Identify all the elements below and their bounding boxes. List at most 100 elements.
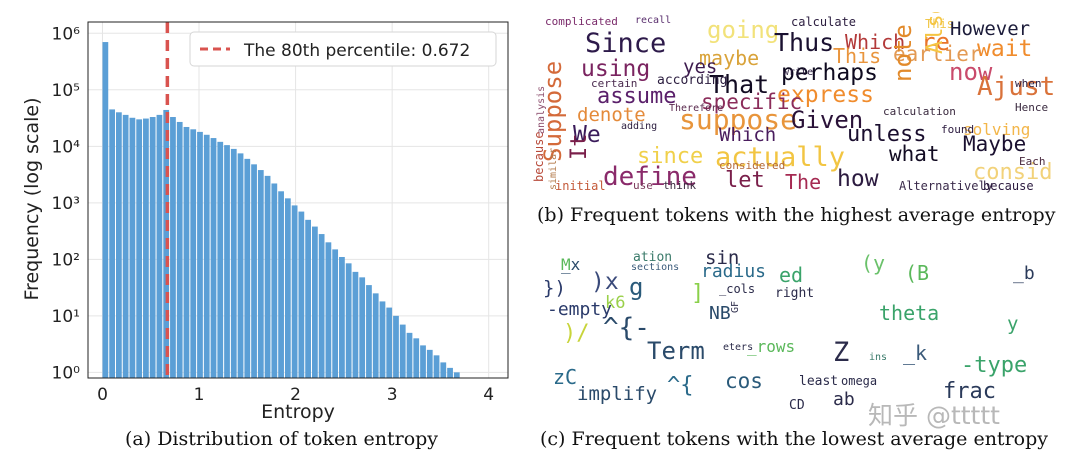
cloud-word: This xyxy=(925,17,954,31)
cloud-word: -type xyxy=(961,353,1028,378)
cloud-word: radius xyxy=(701,261,767,282)
histogram-bar xyxy=(386,307,393,378)
histogram-bar xyxy=(129,117,136,379)
cloud-word: Which xyxy=(845,30,906,54)
cloud-word: note xyxy=(889,24,917,82)
histogram-bar xyxy=(406,332,413,378)
cloud-word: _x xyxy=(561,255,581,274)
cloud-word: ] xyxy=(691,281,705,306)
cloud-word: Therefore xyxy=(669,103,724,114)
x-tick-label: 4 xyxy=(483,385,494,405)
cloud-word: sin xyxy=(705,247,740,269)
histogram-bar xyxy=(420,345,426,378)
entropy-histogram: 10⁰ 10¹ 10² 10³ 10⁴ 10⁵ 10⁶ 0 1 2 3 4 Entropy Frequ… xyxy=(21,21,509,423)
histogram-bar xyxy=(257,170,264,378)
cloud-word: The xyxy=(785,170,822,194)
histogram-bar xyxy=(197,131,203,378)
cloud-word: zC xyxy=(553,365,578,389)
histogram-bar xyxy=(440,362,447,378)
cloud-word: denote xyxy=(577,104,646,126)
histogram-bar xyxy=(312,226,318,378)
cloud-word: express xyxy=(777,82,874,108)
cloud-word: perhaps xyxy=(781,60,878,86)
histogram-bar xyxy=(264,175,271,378)
cloud-word: NB xyxy=(709,303,731,324)
cloud-word: k6 xyxy=(605,293,626,313)
cloud-word: going xyxy=(707,16,780,44)
histogram-bar xyxy=(176,121,183,378)
cloud-word: ed xyxy=(779,263,804,287)
cloud-word: adding xyxy=(621,121,658,132)
cloud-word: now xyxy=(949,58,993,86)
histogram-bar xyxy=(251,164,257,378)
cloud-word: specific xyxy=(701,90,803,114)
histogram-bar xyxy=(102,42,109,378)
cloud-word: using xyxy=(581,56,651,82)
histogram-bar xyxy=(447,367,453,378)
cloud-word: Maybe xyxy=(963,132,1027,156)
histogram-bar xyxy=(170,117,176,379)
caption-b: (b) Frequent tokens with the highest ave… xyxy=(537,204,1056,226)
cloud-word: (B xyxy=(905,261,930,285)
cloud-word: found xyxy=(941,123,975,136)
histogram-bar xyxy=(305,219,311,378)
cloud-word: It xyxy=(567,133,592,161)
cloud-word: Since xyxy=(585,28,667,59)
cloud-word: Term xyxy=(647,337,705,365)
cloud-word: suppose xyxy=(679,103,798,136)
cloud-word: However xyxy=(950,18,1031,40)
cloud-word: initial xyxy=(555,179,606,193)
histogram-bar xyxy=(453,372,460,378)
histogram-bar xyxy=(122,114,129,378)
histogram-bar xyxy=(210,138,217,378)
cloud-word: M xyxy=(561,255,571,274)
cloud-word: according xyxy=(657,73,728,88)
cloud-word: calculation xyxy=(883,105,956,118)
cloud-word: y xyxy=(1007,313,1019,335)
cloud-word: considered xyxy=(719,159,786,172)
histogram-bar xyxy=(143,118,149,378)
histogram-bar xyxy=(271,183,278,378)
cloud-word: analysis xyxy=(536,85,547,134)
y-tick-label: 10³ xyxy=(52,194,80,214)
cloud-word: )x xyxy=(591,269,619,295)
cloud-word: theta xyxy=(879,301,940,325)
word-cloud-high-entropy: complicated recall going calculate This Howev… xyxy=(533,12,1053,198)
histogram-bar xyxy=(136,119,143,378)
cloud-word: This xyxy=(833,44,882,68)
cloud-word: unless xyxy=(847,122,927,147)
cloud-word: certain xyxy=(591,77,638,90)
histogram-bar xyxy=(393,315,399,378)
cloud-word: ab xyxy=(833,389,855,410)
cloud-word: GF xyxy=(730,300,741,313)
cloud-word: That xyxy=(709,70,770,99)
cloud-word: let xyxy=(725,168,765,193)
cloud-word: think xyxy=(663,179,697,192)
cloud-word: g xyxy=(629,273,644,301)
cloud-word: since xyxy=(637,144,704,169)
cloud-word: implify xyxy=(577,383,658,405)
cloud-word: _rows xyxy=(747,337,796,356)
cloud-word: yes xyxy=(683,56,718,78)
cloud-word: eters xyxy=(723,342,754,353)
cloud-word: when xyxy=(1015,77,1042,90)
caption-a: (a) Distribution of token entropy xyxy=(125,428,439,450)
y-axis-label: Frequency (log scale) xyxy=(21,98,43,301)
cloud-word: solving xyxy=(963,120,1031,139)
x-tick-label: 2 xyxy=(290,385,301,405)
cloud-word: _cols xyxy=(719,282,756,296)
histogram-bar xyxy=(278,191,284,378)
caption-c: (c) Frequent tokens with the lowest aver… xyxy=(540,428,1048,450)
cloud-word: ins xyxy=(869,352,888,363)
histogram-bar xyxy=(352,271,359,378)
cloud-word: ^{- xyxy=(603,313,650,343)
cloud-word: Ajust xyxy=(977,72,1053,102)
y-tick-label: 10² xyxy=(52,250,80,270)
cloud-word: calculate xyxy=(791,15,857,29)
histogram-bar xyxy=(325,242,332,378)
histogram-bar xyxy=(366,285,372,378)
histogram-bar xyxy=(426,349,433,378)
histogram-bar xyxy=(237,153,244,378)
y-tick-label: 10¹ xyxy=(52,307,80,327)
histogram-bar xyxy=(116,112,122,378)
